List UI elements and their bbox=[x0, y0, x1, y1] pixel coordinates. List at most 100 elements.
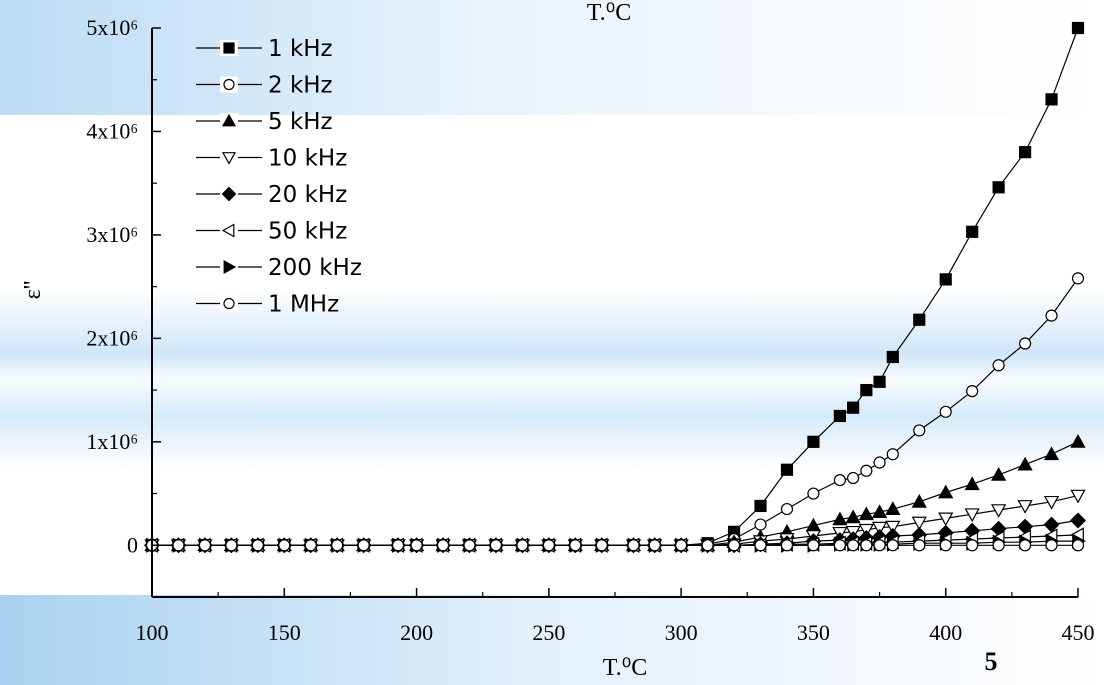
series-line bbox=[152, 278, 1078, 545]
data-point bbox=[781, 464, 792, 475]
data-point bbox=[914, 540, 925, 551]
data-point bbox=[199, 540, 210, 551]
y-tick-label: 5x10⁶ bbox=[86, 15, 138, 40]
legend-item: 20 kHz bbox=[196, 182, 347, 208]
series-1-mhz bbox=[147, 540, 1084, 551]
legend: 1 kHz 2 kHz 5 kHz 10 kHz 20 kHz 50 kHz 200 kHz… bbox=[196, 36, 362, 318]
x-tick-label: 150 bbox=[268, 620, 301, 645]
legend-label: 5 kHz bbox=[268, 109, 333, 135]
data-point bbox=[940, 274, 951, 285]
legend-marker bbox=[224, 80, 234, 90]
series-line bbox=[152, 28, 1078, 545]
data-point bbox=[649, 540, 660, 551]
data-point bbox=[914, 425, 925, 436]
legend-label: 1 kHz bbox=[268, 36, 333, 62]
data-point bbox=[517, 540, 528, 551]
y-tick-label: 3x10⁶ bbox=[86, 222, 138, 247]
data-point bbox=[993, 360, 1004, 371]
data-point bbox=[1046, 94, 1057, 105]
y-tick-label: 4x10⁶ bbox=[86, 118, 138, 143]
data-point bbox=[252, 540, 263, 551]
data-point bbox=[1020, 147, 1031, 158]
data-point bbox=[490, 540, 501, 551]
data-point bbox=[887, 540, 898, 551]
data-point bbox=[1020, 540, 1031, 551]
x-tick-label: 350 bbox=[797, 620, 830, 645]
data-point bbox=[628, 540, 639, 551]
data-point bbox=[967, 226, 978, 237]
data-point bbox=[173, 540, 184, 551]
data-point bbox=[1073, 23, 1084, 34]
x-tick-label: 100 bbox=[136, 620, 169, 645]
data-point bbox=[848, 402, 859, 413]
data-point bbox=[1073, 540, 1084, 551]
data-point bbox=[992, 468, 1005, 480]
data-point bbox=[861, 385, 872, 396]
x-tick-label: 400 bbox=[929, 620, 962, 645]
x-axis-title: T.⁰C bbox=[603, 655, 648, 681]
legend-item: 1 kHz bbox=[196, 36, 333, 62]
data-point bbox=[834, 475, 845, 486]
data-point bbox=[781, 504, 792, 515]
legend-marker bbox=[224, 299, 234, 309]
data-point bbox=[1046, 540, 1057, 551]
x-tick-label: 250 bbox=[532, 620, 565, 645]
y-axis-title: ε'' bbox=[20, 281, 46, 300]
data-point bbox=[874, 540, 885, 551]
data-point bbox=[543, 540, 554, 551]
data-point bbox=[808, 436, 819, 447]
data-point bbox=[808, 488, 819, 499]
data-point bbox=[755, 540, 766, 551]
slide-number: 5 bbox=[985, 647, 998, 676]
data-point bbox=[676, 540, 687, 551]
top-caption: T.⁰C bbox=[587, 0, 632, 26]
data-point bbox=[1045, 448, 1058, 460]
data-point bbox=[755, 519, 766, 530]
data-point bbox=[940, 406, 951, 417]
data-point bbox=[755, 500, 766, 511]
data-point bbox=[729, 540, 740, 551]
data-point bbox=[305, 540, 316, 551]
y-tick-label: 0 bbox=[127, 532, 138, 557]
legend-label: 1 MHz bbox=[268, 292, 339, 318]
data-point bbox=[411, 540, 422, 551]
y-tick-label: 1x10⁶ bbox=[86, 429, 138, 454]
data-point bbox=[874, 376, 885, 387]
data-point bbox=[993, 540, 1004, 551]
data-point bbox=[464, 540, 475, 551]
data-point bbox=[438, 540, 449, 551]
data-point bbox=[887, 351, 898, 362]
legend-item: 2 kHz bbox=[196, 73, 333, 99]
data-point bbox=[834, 410, 845, 421]
data-point bbox=[332, 540, 343, 551]
legend-item: 1 MHz bbox=[196, 292, 339, 318]
data-point bbox=[848, 473, 859, 484]
data-point bbox=[874, 457, 885, 468]
legend-item: 200 kHz bbox=[196, 255, 362, 281]
data-point bbox=[226, 540, 237, 551]
data-point bbox=[913, 495, 926, 507]
legend-label: 2 kHz bbox=[268, 73, 333, 99]
data-point bbox=[1046, 310, 1057, 321]
data-point bbox=[967, 386, 978, 397]
data-point bbox=[1071, 513, 1085, 527]
data-point bbox=[887, 449, 898, 460]
data-point bbox=[861, 465, 872, 476]
data-point bbox=[358, 540, 369, 551]
legend-marker bbox=[224, 43, 234, 53]
series-line bbox=[152, 442, 1078, 546]
data-point bbox=[596, 540, 607, 551]
series-1-khz bbox=[147, 23, 1084, 551]
legend-item: 50 kHz bbox=[196, 219, 347, 245]
data-point bbox=[966, 478, 979, 490]
data-point bbox=[967, 540, 978, 551]
x-tick-label: 300 bbox=[665, 620, 698, 645]
legend-label: 10 kHz bbox=[268, 146, 347, 172]
data-point bbox=[993, 182, 1004, 193]
legend-item: 5 kHz bbox=[196, 109, 333, 135]
data-point bbox=[393, 540, 404, 551]
series-layer bbox=[145, 23, 1085, 553]
legend-label: 20 kHz bbox=[268, 182, 347, 208]
data-point bbox=[1020, 338, 1031, 349]
